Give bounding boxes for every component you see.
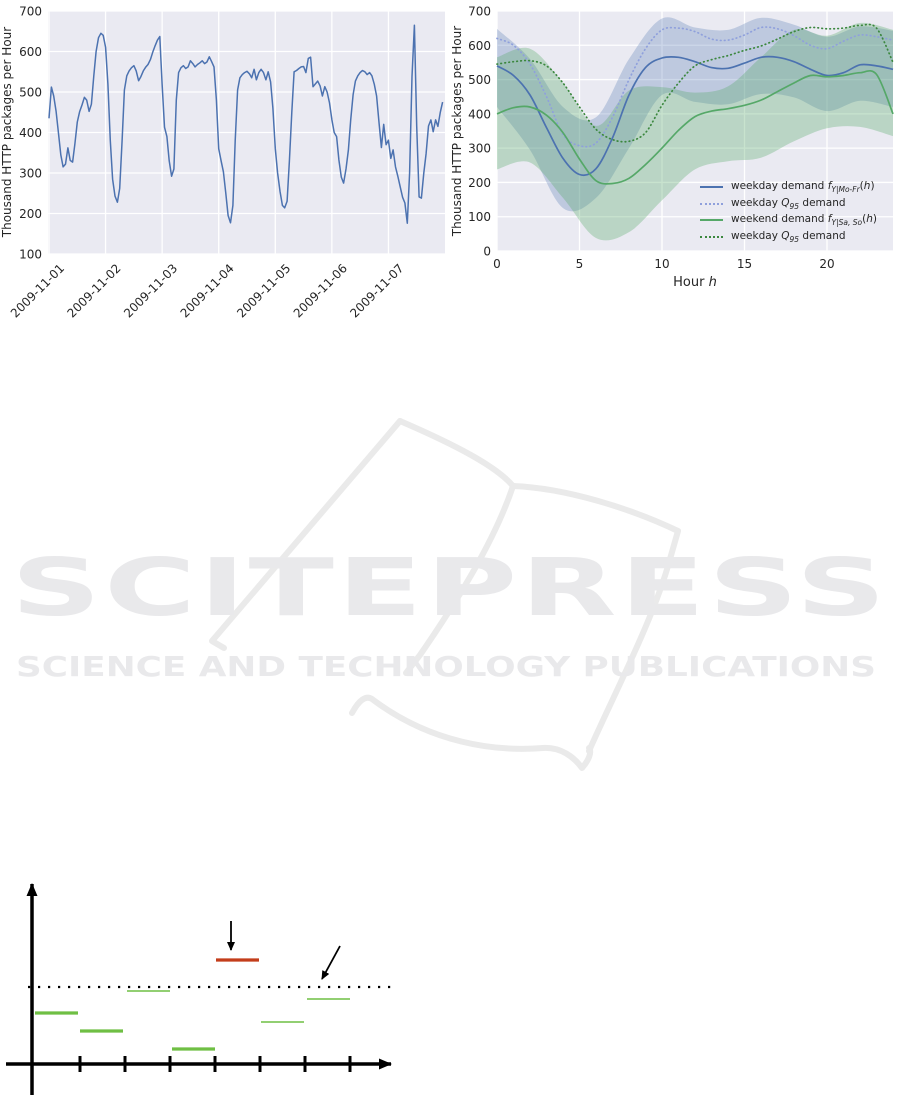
x-tick-label: 2009-11-01 <box>8 261 67 320</box>
y-tick-label: 600 <box>19 45 42 59</box>
y-tick-label: 700 <box>468 5 491 19</box>
x-tick-label: 2009-11-04 <box>178 261 237 320</box>
watermark-subtitle: SCIENCE AND TECHNOLOGY PUBLICATIONS <box>16 650 876 683</box>
x-tick-label: 15 <box>737 257 752 271</box>
legend-entry-1: weekday Q95 demand <box>700 196 877 213</box>
scitepress-book-logo <box>209 418 681 771</box>
y-tick-label: 200 <box>468 176 491 190</box>
legend-line-sample <box>700 186 723 189</box>
y-tick-label: 300 <box>19 167 42 181</box>
legend-entry-0: weekday demand fY|Mo-Fr(h) <box>700 179 877 196</box>
arrow-to-threshold-line <box>321 945 341 980</box>
series-line-3 <box>496 23 894 143</box>
y-tick-label: 400 <box>19 126 42 140</box>
x-tick-label: 2009-11-02 <box>64 261 123 320</box>
figure-demand-profiles: 0 100 200 300 400 500 600 700 0 5 10 15 20 Thousand H… <box>450 5 894 290</box>
figure-step-diagram <box>6 883 398 1095</box>
x-tick-label: 10 <box>654 257 669 271</box>
series-line-0 <box>496 55 894 177</box>
y-tick-label: 700 <box>19 5 42 19</box>
series-line-2 <box>496 69 894 185</box>
demand-profiles-legend: weekday demand fY|Mo-Fr(h) weekday Q95 de… <box>700 179 877 245</box>
y-tick-label: 0 <box>483 245 491 259</box>
y-tick-label: 600 <box>468 39 491 53</box>
x-tick-label: 0 <box>493 257 501 271</box>
legend-label: weekend demand fY|Sa, So(h) <box>731 213 877 228</box>
x-tick-label: 2009-11-06 <box>291 261 350 320</box>
y-axis-label: Thousand HTTP packages per Hour <box>450 26 464 237</box>
y-tick-label: 200 <box>19 207 42 221</box>
x-tick-label: 2009-11-03 <box>121 261 180 320</box>
y-tick-label: 300 <box>468 142 491 156</box>
figure-http-timeseries: 1002003004005006007002009-11-012009-11-0… <box>0 5 445 320</box>
x-axis-label: Hour h <box>673 275 717 290</box>
publisher-watermark: SCITEPRESS SCIENCE AND TECHNOLOGY PUBLIC… <box>11 418 889 771</box>
legend-label: weekday demand fY|Mo-Fr(h) <box>731 180 875 195</box>
y-tick-label: 500 <box>19 86 42 100</box>
legend-label: weekday Q95 demand <box>731 196 846 211</box>
x-tick-label: 20 <box>819 257 834 271</box>
confidence-band-1 <box>497 22 893 241</box>
legend-label: weekday Q95 demand <box>731 230 846 245</box>
y-tick-label: 400 <box>468 107 491 121</box>
confidence-band-0 <box>497 17 893 212</box>
legend-entry-3: weekday Q95 demand <box>700 229 877 246</box>
legend-line-sample <box>700 219 723 222</box>
y-axis-label: Thousand HTTP packages per Hour <box>0 27 14 238</box>
x-tick-label: 5 <box>576 257 584 271</box>
watermark-title: SCITEPRESS <box>11 542 889 634</box>
x-tick-label: 2009-11-07 <box>347 261 406 320</box>
traffic-line <box>48 24 444 224</box>
x-tick-label: 2009-11-05 <box>234 261 293 320</box>
legend-line-sample <box>700 202 723 205</box>
y-tick-label: 100 <box>468 210 491 224</box>
legend-line-sample <box>700 236 723 239</box>
y-tick-label: 100 <box>19 248 42 262</box>
legend-entry-2: weekend demand fY|Sa, So(h) <box>700 212 877 229</box>
y-tick-label: 500 <box>468 73 491 87</box>
series-line-1 <box>496 26 894 148</box>
